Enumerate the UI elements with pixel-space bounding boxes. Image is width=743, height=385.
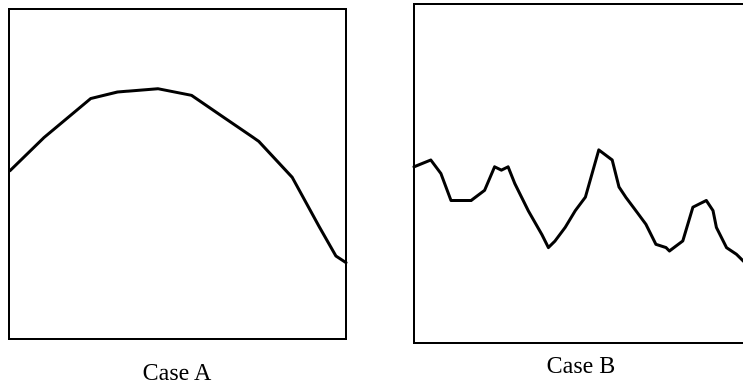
case-b-curve	[412, 148, 743, 263]
case-a-curve	[8, 87, 348, 265]
case-a-plot-frame	[8, 8, 347, 340]
case-a-panel: Case A	[8, 8, 348, 385]
case-b-panel: Case B	[412, 3, 743, 379]
case-b-caption: Case B	[547, 353, 616, 379]
case-a-caption: Case A	[143, 360, 212, 385]
case-b-plot-frame	[413, 3, 743, 344]
